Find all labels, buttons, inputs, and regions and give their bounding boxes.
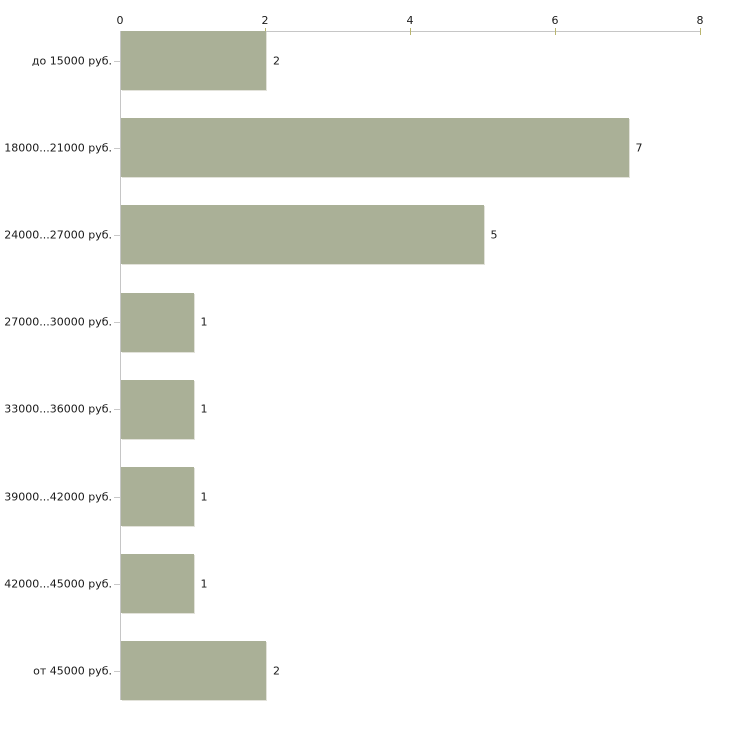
category-tick — [114, 670, 120, 672]
category-label: 42000...45000 руб. — [4, 577, 112, 591]
category-label: до 15000 руб. — [31, 54, 112, 67]
category-tick — [114, 583, 120, 585]
bar — [121, 31, 266, 90]
category-tick — [114, 409, 120, 411]
category-label: 39000...42000 руб. — [4, 490, 112, 503]
x-axis-tick-label: 8 — [696, 14, 704, 27]
value-label: 1 — [200, 577, 208, 591]
category-tick — [114, 234, 120, 236]
category-tick — [114, 496, 120, 498]
category-label: от 45000 руб. — [33, 664, 112, 678]
bar — [121, 205, 484, 265]
x-axis-tick-label: 6 — [551, 14, 559, 27]
y-axis-line — [120, 31, 121, 701]
value-label: 2 — [273, 664, 280, 678]
category-tick — [114, 60, 120, 62]
category-tick — [114, 147, 120, 149]
bar — [121, 292, 194, 352]
bar — [121, 554, 194, 614]
x-axis-tick-label: 0 — [116, 14, 124, 27]
x-axis-tick-label: 2 — [261, 14, 269, 27]
bar — [121, 118, 629, 178]
bar — [121, 467, 194, 526]
x-axis-tick — [555, 28, 556, 35]
x-axis-tick — [700, 28, 701, 35]
value-label: 7 — [635, 141, 643, 155]
category-label: 27000...30000 руб. — [4, 315, 112, 329]
x-axis-tick-label: 4 — [406, 14, 414, 27]
category-label: 18000...21000 руб. — [4, 141, 112, 155]
category-label: 33000...36000 руб. — [4, 402, 112, 416]
value-label: 2 — [273, 54, 280, 67]
category-label: 24000...27000 руб. — [4, 228, 112, 242]
x-axis-tick — [410, 28, 411, 35]
bar — [121, 641, 266, 701]
value-label: 1 — [200, 315, 208, 329]
value-label: 1 — [200, 490, 208, 503]
bar — [121, 379, 194, 439]
value-label: 1 — [200, 402, 208, 416]
category-tick — [114, 322, 120, 324]
value-label: 5 — [490, 228, 498, 242]
